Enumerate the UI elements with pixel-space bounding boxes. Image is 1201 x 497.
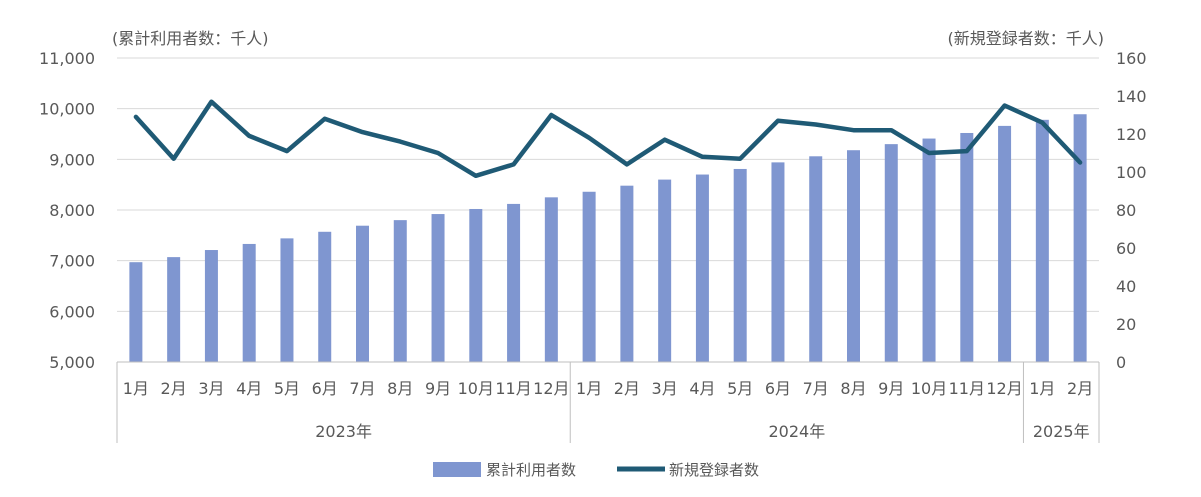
category-label: 7月	[349, 379, 375, 398]
category-label: 5月	[727, 379, 753, 398]
category-label: 3月	[198, 379, 224, 398]
category-label: 2月	[1067, 379, 1093, 398]
bar	[809, 156, 823, 362]
year-label: 2023年	[315, 422, 372, 441]
left-tick-label: 10,000	[39, 100, 95, 119]
left-tick-label: 5,000	[49, 353, 95, 372]
category-label: 1月	[1029, 379, 1055, 398]
category-label: 5月	[274, 379, 300, 398]
left-tick-label: 9,000	[49, 150, 95, 169]
category-label: 11月	[495, 379, 531, 398]
bar	[771, 162, 785, 362]
left-tick-label: 7,000	[49, 252, 95, 271]
bar	[204, 250, 218, 362]
bar	[469, 208, 483, 362]
legend-bar-swatch	[433, 462, 481, 477]
category-label: 2月	[614, 379, 640, 398]
bar	[280, 238, 294, 362]
bar	[658, 179, 672, 362]
bar	[922, 138, 936, 362]
category-label: 12月	[986, 379, 1022, 398]
right-tick-label: 140	[1116, 87, 1147, 106]
category-label: 9月	[878, 379, 904, 398]
bar	[167, 257, 181, 362]
legend: 累計利用者数 新規登録者数	[433, 461, 759, 479]
right-tick-label: 160	[1116, 49, 1147, 68]
right-tick-label: 120	[1116, 125, 1147, 144]
category-label: 7月	[803, 379, 829, 398]
bar	[544, 197, 558, 362]
bar	[1073, 114, 1087, 363]
category-label: 8月	[387, 379, 413, 398]
category-label: 3月	[652, 379, 678, 398]
legend-bar-label: 累計利用者数	[486, 461, 576, 479]
bar	[242, 243, 256, 362]
category-label: 1月	[123, 379, 149, 398]
category-label: 2月	[161, 379, 187, 398]
category-label: 6月	[765, 379, 791, 398]
bar-series	[129, 114, 1087, 363]
bar	[847, 150, 860, 362]
bar	[695, 174, 709, 362]
bar	[620, 185, 634, 362]
right-tick-label: 40	[1116, 277, 1136, 296]
bar	[507, 203, 521, 362]
category-label: 4月	[236, 379, 262, 398]
category-label: 4月	[689, 379, 715, 398]
left-axis-unit-label: (累計利用者数：千人)	[112, 29, 269, 48]
bar	[431, 214, 445, 362]
line-series	[133, 99, 1083, 179]
bar	[393, 220, 407, 362]
bar	[960, 132, 974, 362]
right-tick-label: 60	[1116, 239, 1136, 258]
category-label: 1月	[576, 379, 602, 398]
bar	[318, 231, 332, 362]
left-tick-label: 8,000	[49, 201, 95, 220]
bar	[356, 225, 369, 362]
bar	[998, 125, 1012, 362]
category-label: 10月	[911, 379, 947, 398]
bar	[1035, 119, 1049, 363]
category-label: 12月	[533, 379, 569, 398]
category-label: 11月	[949, 379, 985, 398]
right-tick-label: 20	[1116, 315, 1136, 334]
bar	[582, 191, 596, 362]
year-label: 2025年	[1033, 422, 1090, 441]
category-label: 6月	[312, 379, 338, 398]
left-tick-label: 11,000	[39, 49, 95, 68]
bar	[129, 262, 143, 362]
legend-line-label: 新規登録者数	[669, 461, 759, 479]
year-label: 2024年	[768, 422, 825, 441]
right-tick-label: 0	[1116, 353, 1126, 372]
bar	[733, 168, 747, 362]
right-axis-unit-label: (新規登録者数：千人)	[948, 29, 1105, 48]
gridlines	[117, 57, 1099, 312]
bar	[884, 144, 898, 362]
category-label: 8月	[840, 379, 866, 398]
category-label: 9月	[425, 379, 451, 398]
right-tick-label: 100	[1116, 163, 1147, 182]
right-tick-label: 80	[1116, 201, 1136, 220]
line-path	[133, 99, 1083, 179]
axes: 5,000 6,000 7,000 8,000 9,000 10,000 11,000 0 20…	[39, 49, 1147, 443]
left-tick-label: 6,000	[49, 302, 95, 321]
category-label: 10月	[458, 379, 494, 398]
